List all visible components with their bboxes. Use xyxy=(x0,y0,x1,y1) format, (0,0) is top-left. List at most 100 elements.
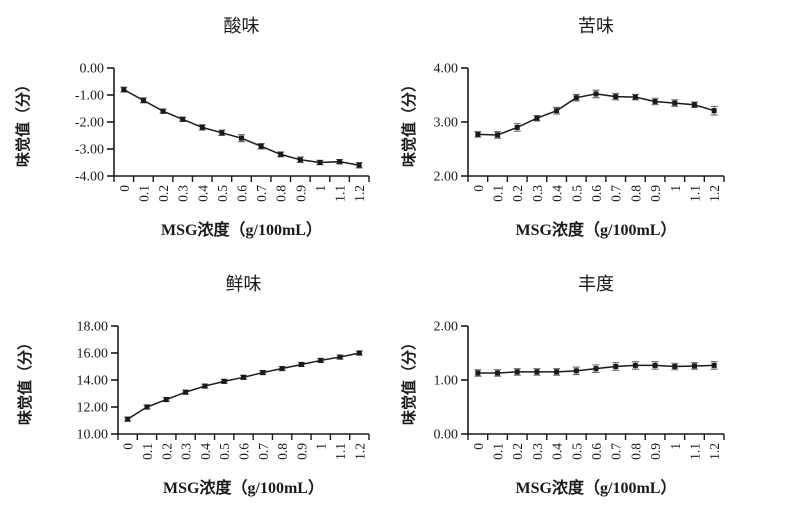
data-point xyxy=(495,370,501,376)
x-tick-label: 0.3 xyxy=(530,185,545,202)
x-tick-label: 0.4 xyxy=(195,185,210,202)
x-tick-label: 0.4 xyxy=(550,443,565,460)
x-tick-label: 0.1 xyxy=(491,443,506,460)
x-tick-label: 0.1 xyxy=(140,443,155,460)
data-point xyxy=(534,115,540,121)
x-tick-label: 0.9 xyxy=(648,443,663,460)
chart-title: 酸味 xyxy=(224,16,260,36)
x-tick-label: 0.9 xyxy=(648,185,663,202)
data-point xyxy=(652,98,658,104)
axis-lines xyxy=(467,68,724,177)
y-axis-label: 味觉值（分） xyxy=(400,77,418,167)
x-tick-label: 1.1 xyxy=(687,443,702,460)
x-tick-label: 0.7 xyxy=(256,443,271,460)
data-point xyxy=(160,108,166,114)
x-tick-label: 0.8 xyxy=(274,185,289,202)
x-tick-label: 0.5 xyxy=(569,443,584,460)
y-tick-label: 0.00 xyxy=(434,428,459,443)
data-point xyxy=(356,162,362,168)
data-point xyxy=(219,130,225,136)
y-tick-label: 12.00 xyxy=(77,401,109,416)
y-tick-label: 2.00 xyxy=(434,320,459,335)
chart-title: 苦味 xyxy=(578,16,614,36)
data-point xyxy=(613,94,619,100)
chart-title: 丰度 xyxy=(578,274,614,294)
axis-lines xyxy=(113,68,369,177)
y-axis-label: 味觉值（分） xyxy=(400,335,418,425)
y-tick-label: -4.00 xyxy=(75,170,104,185)
data-point xyxy=(672,364,678,369)
data-point xyxy=(534,369,540,375)
data-point xyxy=(652,362,658,368)
x-axis-label: MSG浓度（g/100mL） xyxy=(163,478,324,497)
x-tick-label: 0.2 xyxy=(156,185,171,202)
x-tick-label: 1 xyxy=(668,443,683,450)
y-tick-label: -1.00 xyxy=(75,89,104,104)
axis-lines xyxy=(467,326,724,435)
x-tick-label: 1.2 xyxy=(352,185,367,202)
x-tick-label: 1.1 xyxy=(333,185,348,202)
data-point xyxy=(298,361,304,367)
x-tick-label: 1 xyxy=(313,185,328,192)
data-point xyxy=(593,366,599,372)
y-tick-label: 16.00 xyxy=(77,347,109,362)
data-point xyxy=(573,95,579,101)
x-tick-label: 0.9 xyxy=(294,443,309,460)
data-point xyxy=(180,116,186,122)
data-point xyxy=(140,97,146,103)
data-line xyxy=(127,352,360,420)
x-tick-label: 0 xyxy=(471,443,486,450)
data-point xyxy=(337,159,343,165)
data-point xyxy=(632,94,638,100)
data-point xyxy=(554,108,560,114)
x-tick-label: 0.4 xyxy=(550,185,565,202)
data-point xyxy=(691,102,697,108)
x-tick-label: 0.1 xyxy=(136,185,151,202)
x-tick-label: 0.9 xyxy=(293,185,308,202)
x-tick-label: 0.5 xyxy=(217,443,232,460)
data-point xyxy=(241,374,246,380)
data-point xyxy=(514,369,520,375)
x-tick-label: 0.7 xyxy=(609,443,624,460)
data-point xyxy=(337,354,343,360)
y-tick-label: 10.00 xyxy=(77,428,109,443)
x-tick-label: 0.8 xyxy=(275,443,290,460)
data-point xyxy=(711,362,717,368)
chart-umami: 鲜味 味觉值（分） MSG浓度（g/100mL） 18.00 16.00 14.00 12.… xyxy=(0,258,400,516)
x-tick-label: 0.3 xyxy=(530,443,545,460)
x-tick-label: 0.6 xyxy=(235,185,250,202)
data-point xyxy=(573,368,579,374)
data-point xyxy=(632,362,638,368)
x-tick-label: 1 xyxy=(668,185,683,192)
data-point xyxy=(260,370,266,376)
y-tick-label: 0.00 xyxy=(80,62,105,77)
chart-bitter: 苦味 味觉值（分） MSG浓度（g/100mL） 4.00 3.00 2.00 0 0.1 0.… xyxy=(400,0,800,258)
y-tick-label: 14.00 xyxy=(77,374,109,389)
data-point xyxy=(318,357,324,363)
x-tick-label: 0.8 xyxy=(628,185,643,202)
x-tick-label: 1 xyxy=(314,443,329,450)
x-tick-label: 0.5 xyxy=(569,185,584,202)
data-point xyxy=(514,124,520,130)
x-tick-label: 0.3 xyxy=(179,443,194,460)
x-tick-label: 0.8 xyxy=(628,443,643,460)
x-axis-label: MSG浓度（g/100mL） xyxy=(516,478,677,497)
data-point xyxy=(475,370,481,376)
x-tick-label: 0.7 xyxy=(609,185,624,202)
y-axis-label: 味觉值（分） xyxy=(14,77,32,167)
x-axis-label: MSG浓度（g/100mL） xyxy=(516,220,677,239)
data-point xyxy=(221,378,227,384)
x-tick-label: 1.1 xyxy=(333,443,348,460)
data-point xyxy=(297,157,303,163)
x-tick-label: 0.2 xyxy=(510,443,525,460)
y-tick-label: 18.00 xyxy=(77,320,109,335)
x-tick-label: 0 xyxy=(471,185,486,192)
x-tick-label: 1.2 xyxy=(707,443,722,460)
data-point xyxy=(278,151,284,157)
x-tick-label: 0.1 xyxy=(491,185,506,202)
